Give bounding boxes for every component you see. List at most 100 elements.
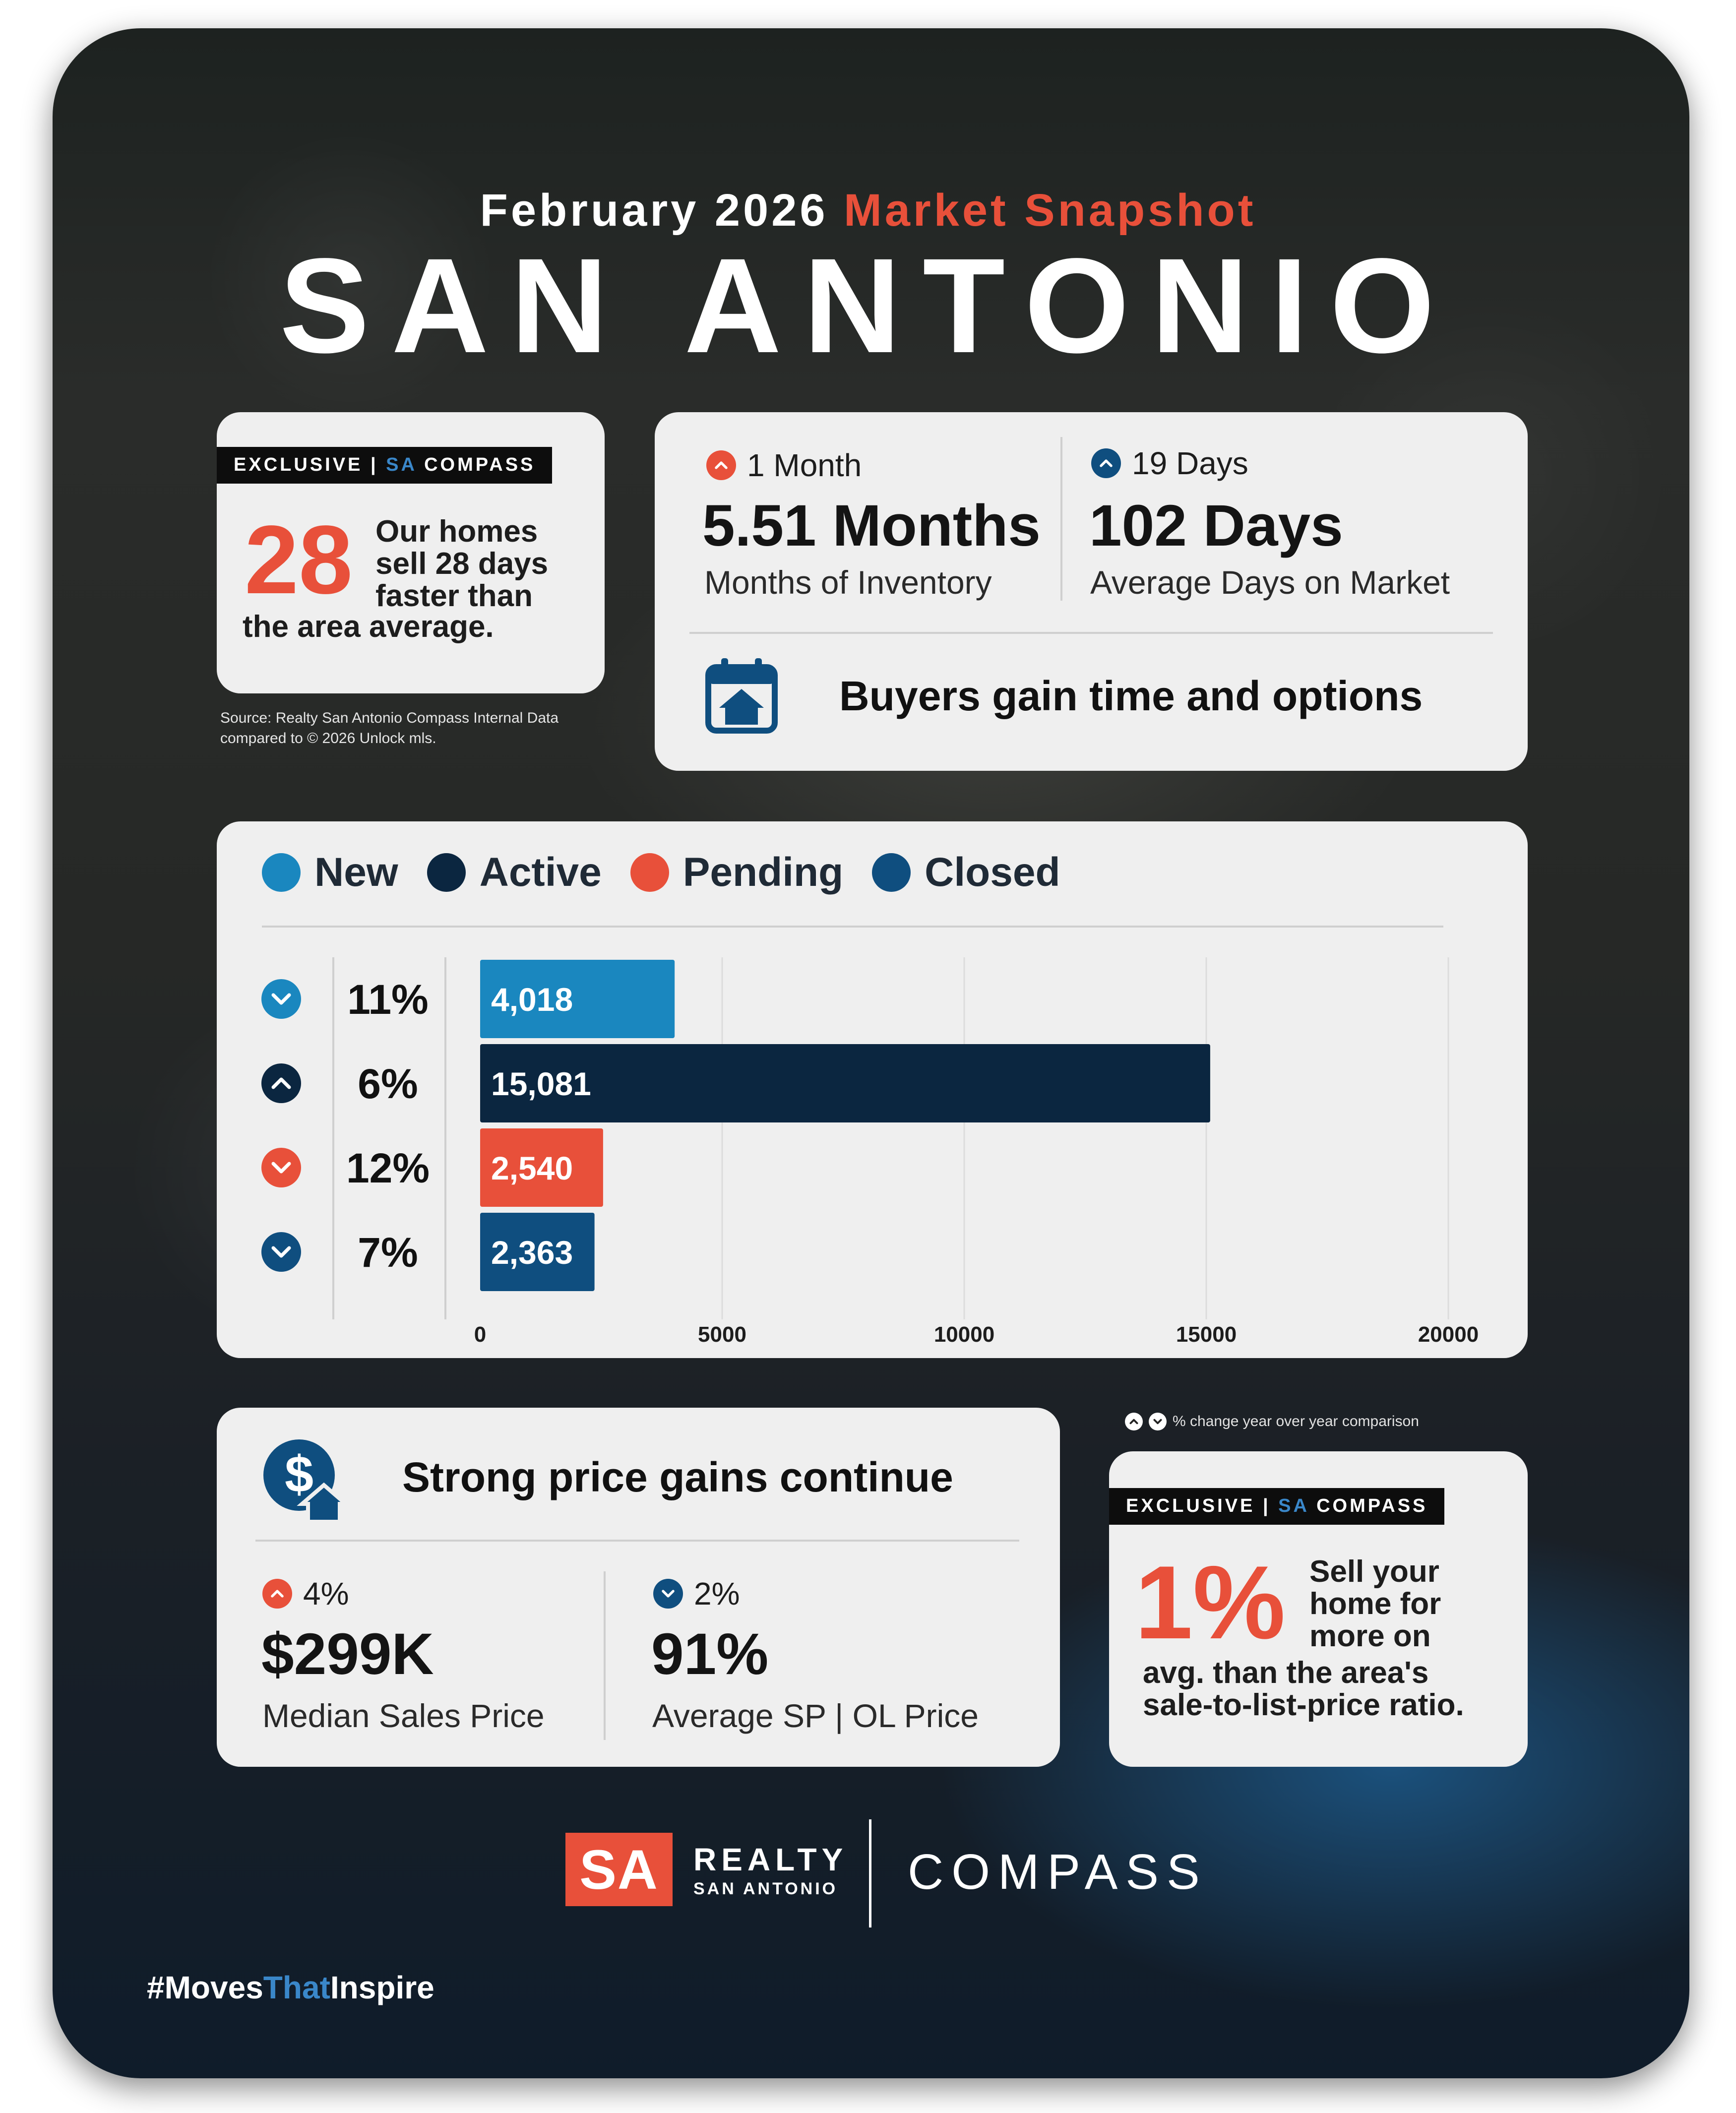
chevron-up-icon <box>261 1063 301 1103</box>
chevron-up-icon <box>1125 1413 1143 1430</box>
logo-city: SAN ANTONIO <box>693 1879 838 1898</box>
subtitle-month: February 2026 <box>480 185 828 236</box>
subtitle-accent: Market Snapshot <box>844 185 1256 236</box>
legend-label-closed: Closed <box>925 850 1060 895</box>
bar-value-label: 2,540 <box>491 1150 573 1186</box>
source-note: Source: Realty San Antonio Compass Inter… <box>220 708 667 748</box>
median-label: Median Sales Price <box>262 1697 545 1734</box>
bar-value-label: 4,018 <box>491 981 573 1018</box>
speed-card: EXCLUSIVE | SA COMPASS 28 Our homes sell… <box>217 412 605 693</box>
change-label: 12% <box>346 1145 430 1191</box>
change-footnote: % change year over year comparison <box>1125 1413 1419 1430</box>
svg-text:$: $ <box>285 1446 313 1503</box>
source-line-2: compared to © 2026 Unlock mls. <box>220 730 436 746</box>
ratio-change: 2% <box>653 1575 740 1612</box>
hashtag-moves: #Moves <box>147 1970 263 2005</box>
realty-logo: SA REALTY SAN ANTONIO <box>565 1833 843 1907</box>
median-change: 4% <box>262 1575 349 1612</box>
dom-label: Average Days on Market <box>1090 564 1450 601</box>
price-headline: Strong price gains continue <box>402 1454 953 1500</box>
chevron-stroke <box>271 1077 291 1089</box>
chevron-stroke <box>271 1162 291 1174</box>
chart-legend: New Active Pending Closed <box>262 849 1060 896</box>
speed-text-line-1: Our homes <box>375 514 538 549</box>
price-divider <box>604 1571 606 1740</box>
legend-dot-closed <box>872 853 911 892</box>
chevron-down-icon <box>653 1579 683 1609</box>
sell-value: 1% <box>1135 1544 1286 1661</box>
bar-active <box>480 1044 1210 1122</box>
chevron-up-icon <box>1091 448 1121 478</box>
x-tick-label: 15000 <box>1176 1322 1237 1347</box>
bar-value-label: 2,363 <box>491 1234 573 1271</box>
speed-text-last: the area average. <box>243 610 494 644</box>
speed-text: Our homes sell 28 days faster than <box>375 515 548 612</box>
tag-sa: SA <box>1278 1495 1309 1516</box>
sell-text-last-2: sale-to-list-price ratio. <box>1143 1688 1464 1723</box>
sell-text-line-1: Sell your <box>1309 1554 1439 1589</box>
bar-value-label: 15,081 <box>491 1065 591 1102</box>
chevron-down-icon <box>1149 1413 1167 1430</box>
x-tick-label: 5000 <box>698 1322 746 1347</box>
legend-item-new: New <box>262 849 398 896</box>
market-rule <box>689 632 1493 634</box>
market-divider <box>1060 437 1062 601</box>
legend-label-new: New <box>314 850 398 895</box>
ratio-label: Average SP | OL Price <box>652 1697 979 1734</box>
logo-realty: REALTY <box>693 1842 848 1877</box>
footnote-text: % change year over year comparison <box>1173 1413 1419 1429</box>
speed-text-line-3: faster than <box>375 579 533 614</box>
change-label: 6% <box>358 1060 418 1107</box>
chevron-down-icon <box>261 1148 301 1187</box>
subtitle: February 2026 Market Snapshot <box>0 185 1736 237</box>
legend-item-active: Active <box>427 849 602 896</box>
price-card: $ Strong price gains continue 4% $299K M… <box>217 1408 1060 1767</box>
source-line-1: Source: Realty San Antonio Compass Inter… <box>220 710 559 726</box>
chevron-down-icon <box>261 979 301 1019</box>
change-label: 7% <box>358 1229 418 1276</box>
median-change-text: 4% <box>303 1576 349 1612</box>
ratio-change-text: 2% <box>694 1576 740 1612</box>
dollar-house-icon: $ <box>260 1436 351 1526</box>
logo-sa: SA <box>579 1838 659 1901</box>
exclusive-tag: EXCLUSIVE | SA COMPASS <box>1109 1488 1445 1525</box>
bar-closed <box>480 1213 595 1291</box>
inventory-value: 5.51 Months <box>702 493 1041 559</box>
tag-compass: COMPASS <box>1316 1495 1428 1516</box>
change-label: 11% <box>347 976 429 1023</box>
footer-divider <box>869 1819 871 1927</box>
x-tick-label: 0 <box>474 1322 486 1347</box>
page-title: SAN ANTONIO <box>279 230 1457 381</box>
tag-sa: SA <box>386 454 417 475</box>
compass-logo: COMPASS <box>908 1844 1208 1900</box>
legend-label-pending: Pending <box>682 850 844 895</box>
market-card: 1 Month 5.51 Months Months of Inventory … <box>655 412 1528 771</box>
bar-pending <box>480 1128 603 1207</box>
sell-text-line-3: more on <box>1309 1619 1431 1654</box>
bar-new <box>480 960 675 1038</box>
sell-text-last: avg. than the area's sale-to-list-price … <box>1143 1657 1464 1721</box>
legend-dot-pending <box>630 853 669 892</box>
inventory-change-text: 1 Month <box>747 447 862 483</box>
sell-card: EXCLUSIVE | SA COMPASS 1% Sell your home… <box>1109 1451 1528 1767</box>
market-headline: Buyers gain time and options <box>839 673 1423 719</box>
hashtag: #MovesThatInspire <box>147 1969 434 2006</box>
speed-text-line-2: sell 28 days <box>375 547 549 581</box>
tag-exclusive: EXCLUSIVE | <box>1126 1495 1271 1516</box>
price-rule <box>255 1540 1019 1542</box>
hashtag-inspire: Inspire <box>330 1970 434 2005</box>
legend-dot-new <box>262 853 301 892</box>
sell-text-last-1: avg. than the area's <box>1143 1656 1429 1690</box>
chevron-up-icon <box>262 1579 292 1609</box>
ratio-value: 91% <box>651 1621 769 1687</box>
legend-dot-active <box>427 853 466 892</box>
chevron-up-icon <box>706 450 736 480</box>
tag-compass: COMPASS <box>424 454 536 475</box>
hashtag-that: That <box>263 1970 330 2005</box>
tag-exclusive: EXCLUSIVE | <box>234 454 378 475</box>
logo-sa-box: SA <box>565 1833 673 1906</box>
sell-text-line-2: home for <box>1309 1587 1441 1621</box>
dom-value: 102 Days <box>1089 493 1343 559</box>
calendar-house-icon <box>704 655 779 735</box>
